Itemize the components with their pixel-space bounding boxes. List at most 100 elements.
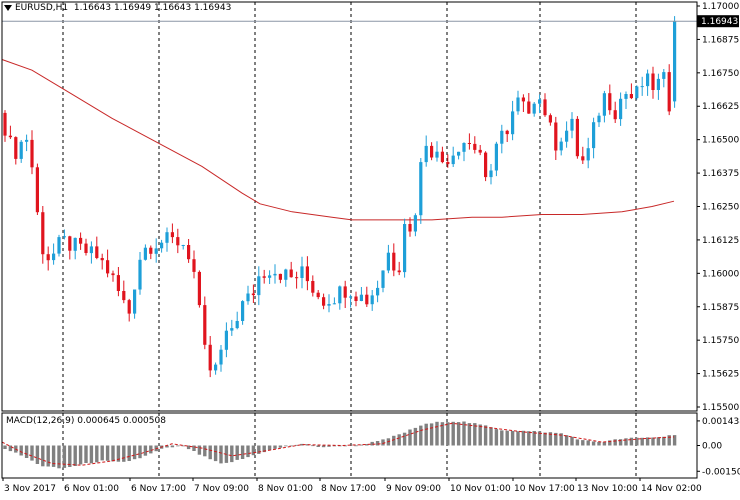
macd-bar: [89, 445, 94, 464]
macd-bar: [645, 437, 650, 446]
candle-body: [73, 237, 77, 251]
macd-header: MACD(12,26,9) 0.000645 0.000508: [6, 416, 166, 426]
time-tick-label: 9 Nov 09:00: [386, 484, 441, 494]
candle-body: [548, 115, 552, 123]
candle: [327, 294, 331, 313]
macd-bar: [548, 432, 553, 446]
chart-menu-triangle-icon[interactable]: [4, 4, 12, 11]
macd-bar: [597, 442, 601, 446]
macd-bar: [532, 431, 536, 446]
price-panel-frame: [1, 1, 698, 412]
candle-body: [338, 286, 342, 304]
candle-body: [154, 248, 158, 254]
ohlc-values: 1.16643 1.16949 1.16643 1.16943: [73, 3, 232, 13]
candle-body: [116, 275, 120, 291]
macd-bar: [462, 421, 466, 446]
macd-bar: [618, 439, 623, 446]
candle: [673, 16, 677, 108]
macd-bar: [192, 445, 196, 451]
candle-body: [500, 130, 504, 144]
macd-bar: [246, 445, 250, 458]
macd-bar: [543, 432, 547, 446]
macd-bar: [257, 445, 261, 454]
candle-body: [613, 110, 617, 120]
macd-bar: [402, 432, 407, 446]
candle-body: [230, 328, 234, 331]
candle-body: [19, 141, 23, 159]
candle: [565, 121, 569, 148]
macd-bar: [672, 435, 677, 446]
candle: [408, 217, 412, 237]
macd-bar: [456, 422, 461, 446]
candle-body: [451, 155, 455, 165]
macd-bar: [651, 437, 655, 446]
macd-bar: [35, 445, 40, 464]
candle: [446, 154, 450, 168]
candle: [575, 116, 579, 159]
candle-body: [52, 253, 56, 261]
macd-bar: [500, 430, 504, 446]
candle: [440, 146, 444, 164]
macd-bar: [127, 445, 131, 461]
current-price-badge: [697, 15, 739, 28]
candle: [46, 246, 50, 271]
candle-body: [484, 152, 488, 178]
candle: [473, 136, 477, 154]
candle-body: [392, 252, 396, 271]
macd-bar: [105, 445, 110, 461]
macd-bar: [435, 421, 439, 446]
candle: [651, 66, 655, 99]
macd-bar: [78, 445, 83, 465]
candle-body: [462, 143, 466, 152]
macd-bar: [181, 445, 185, 447]
macd-bar: [440, 422, 445, 446]
candle: [284, 268, 288, 287]
grid-lines: [62, 2, 637, 478]
time-tick-label: 14 Nov 02:00: [641, 484, 702, 494]
macd-bar: [262, 445, 266, 453]
price-tick-label: 1.16125: [702, 236, 739, 246]
macd-bar: [489, 427, 493, 446]
macd-bar: [289, 445, 293, 447]
macd-bar: [635, 437, 639, 446]
candle-body: [365, 294, 369, 305]
candle-body: [592, 122, 596, 149]
candle-body: [629, 94, 633, 99]
macd-bar: [629, 437, 634, 446]
macd-bar: [213, 445, 218, 462]
candle-body: [273, 273, 277, 276]
candle-body: [35, 167, 39, 213]
time-tick-label: 10 Nov 01:00: [450, 484, 511, 494]
macd-bar: [62, 445, 67, 468]
candle-body: [635, 86, 639, 99]
candle-body: [403, 224, 407, 273]
candle-body: [673, 21, 677, 102]
candle-body: [597, 115, 601, 123]
macd-bar: [219, 445, 223, 464]
price-tick-label: 1.15625: [702, 370, 739, 380]
candle-body: [424, 145, 428, 163]
macd-bar: [591, 441, 596, 446]
candle: [154, 238, 158, 263]
candle: [532, 102, 536, 117]
price-tick-label: 1.17000: [702, 2, 739, 12]
time-axis: 3 Nov 2017 6 Nov 01:00 6 Nov 17:00 7 Nov 09…: [2, 478, 702, 494]
macd-bar: [537, 431, 542, 446]
candle: [554, 116, 558, 160]
candle: [359, 287, 363, 302]
price-tick-label: 1.16250: [702, 203, 739, 213]
candle-body: [440, 151, 444, 163]
candle-body: [133, 289, 137, 314]
candle: [19, 140, 23, 163]
macd-bar: [413, 427, 418, 446]
candle: [273, 264, 277, 284]
moving-average-layer: [1, 59, 675, 221]
time-tick-label: 6 Nov 01:00: [64, 484, 119, 494]
macd-bar: [240, 445, 245, 459]
candle: [133, 289, 137, 319]
macd-tick-label: 0.001438: [702, 417, 740, 427]
candle-body: [251, 293, 255, 296]
macd-bar: [30, 445, 34, 461]
candle: [392, 243, 396, 277]
